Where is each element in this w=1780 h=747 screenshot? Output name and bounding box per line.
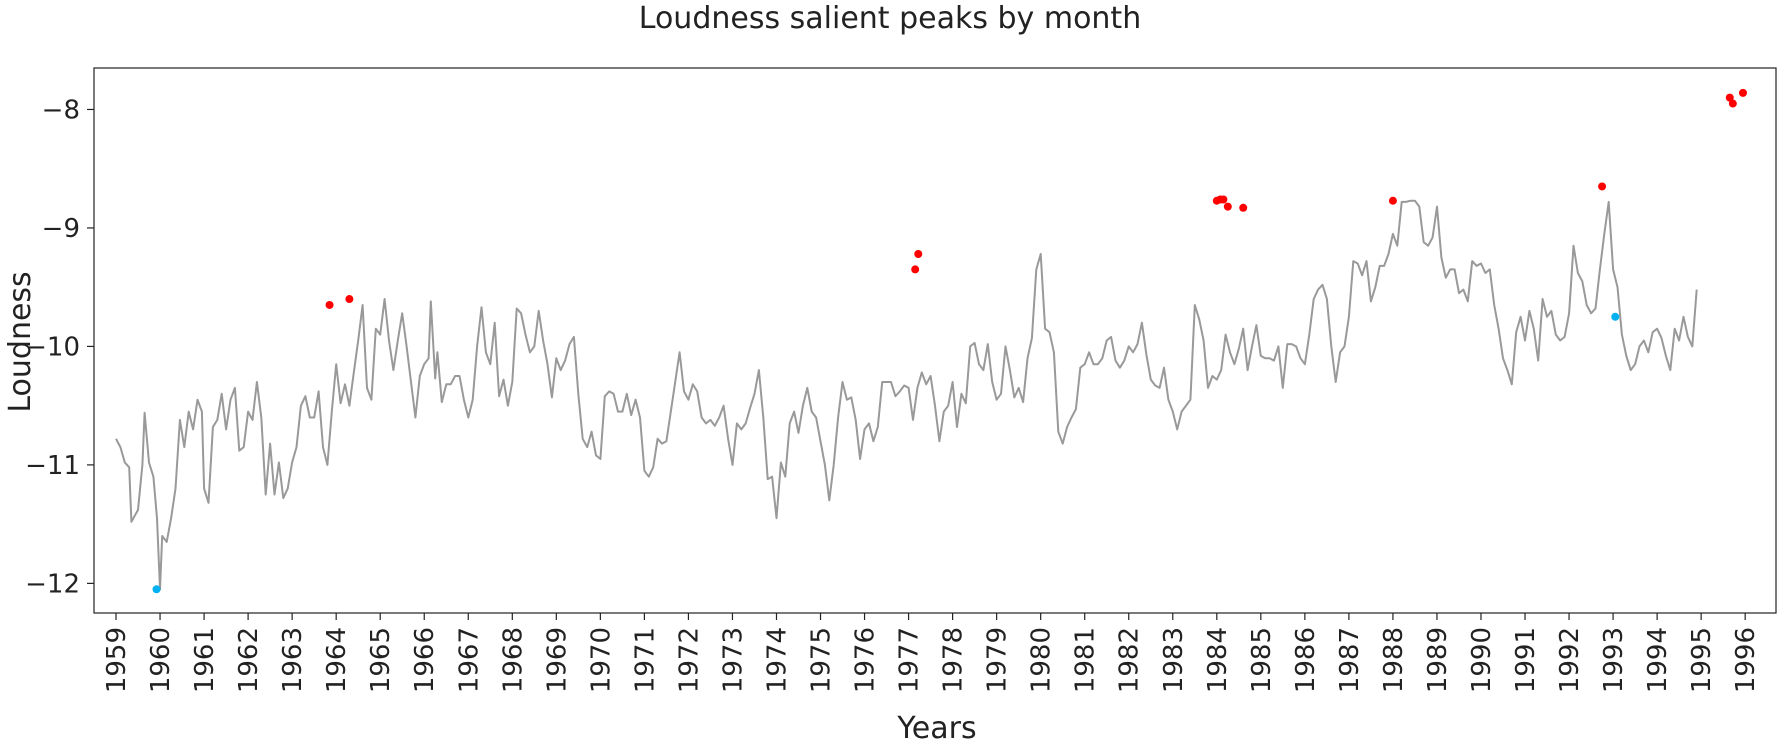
high-peak-point <box>1223 202 1232 211</box>
x-tick-label: 1996 <box>1731 627 1761 693</box>
x-tick-label: 1990 <box>1467 627 1497 693</box>
x-tick-label: 1970 <box>586 627 616 693</box>
high-peak-point <box>1725 93 1734 102</box>
x-tick-label: 1987 <box>1335 627 1365 693</box>
x-tick-label: 1981 <box>1071 627 1101 693</box>
x-tick-label: 1971 <box>630 627 660 693</box>
x-tick-label: 1982 <box>1115 627 1145 693</box>
x-tick-label: 1979 <box>983 627 1013 693</box>
x-tick-label: 1967 <box>454 627 484 693</box>
x-tick-label: 1985 <box>1247 627 1277 693</box>
x-tick-label: 1972 <box>674 627 704 693</box>
x-tick-label: 1984 <box>1203 627 1233 693</box>
high-peak-point <box>1598 182 1607 191</box>
x-tick-label: 1968 <box>498 627 528 693</box>
series-layer <box>115 199 1698 591</box>
y-tick-label: −11 <box>25 451 80 481</box>
y-tick-label: −12 <box>25 569 80 599</box>
x-tick-label: 1964 <box>322 627 352 693</box>
x-tick-label: 1977 <box>895 627 925 693</box>
x-tick-label: 1993 <box>1599 627 1629 693</box>
x-tick-label: 1978 <box>939 627 969 693</box>
y-tick-label: −9 <box>42 214 80 244</box>
y-axis-label: Loudness <box>3 271 38 412</box>
x-tick-label: 1960 <box>146 627 176 693</box>
x-tick-label: 1986 <box>1291 627 1321 693</box>
x-tick-label: 1969 <box>542 627 572 693</box>
loudness-line <box>115 199 1698 591</box>
axis-ticks: −12 −11 −10 −9 −8 1959 1960 1961 1962 1963 1964 196… <box>25 95 1761 693</box>
peak-markers <box>152 88 1747 594</box>
x-tick-label: 1966 <box>410 627 440 693</box>
x-tick-label: 1994 <box>1643 627 1673 693</box>
y-tick-label: −10 <box>25 332 80 362</box>
high-peak-point <box>325 300 334 309</box>
x-tick-label: 1965 <box>366 627 396 693</box>
x-axis-label: Years <box>896 711 976 746</box>
low-peak-point <box>152 585 161 594</box>
high-peak-point <box>1738 88 1747 97</box>
high-peak-point <box>1239 203 1248 212</box>
x-tick-label: 1975 <box>807 627 837 693</box>
x-tick-label: 1995 <box>1687 627 1717 693</box>
x-tick-label: 1959 <box>102 627 132 693</box>
x-tick-label: 1980 <box>1027 627 1057 693</box>
high-peak-point <box>345 295 354 304</box>
high-peak-point <box>1728 99 1737 108</box>
x-tick-label: 1989 <box>1423 627 1453 693</box>
low-peak-point <box>1611 312 1620 321</box>
x-tick-label: 1963 <box>278 627 308 693</box>
plot-frame <box>93 67 1777 614</box>
high-peak-point <box>1219 195 1228 204</box>
x-tick-label: 1992 <box>1555 627 1585 693</box>
x-tick-label: 1976 <box>851 627 881 693</box>
x-tick-label: 1991 <box>1511 627 1541 693</box>
high-peak-point <box>914 250 923 259</box>
x-tick-label: 1962 <box>234 627 264 693</box>
x-tick-label: 1974 <box>762 627 792 693</box>
high-peak-point <box>1388 196 1397 205</box>
x-tick-label: 1983 <box>1159 627 1189 693</box>
x-tick-label: 1961 <box>190 627 220 693</box>
chart-title: Loudness salient peaks by month <box>639 1 1141 36</box>
high-peak-point <box>911 265 920 274</box>
x-tick-label: 1988 <box>1379 627 1409 693</box>
y-tick-label: −8 <box>42 95 80 125</box>
x-tick-label: 1973 <box>718 627 748 693</box>
